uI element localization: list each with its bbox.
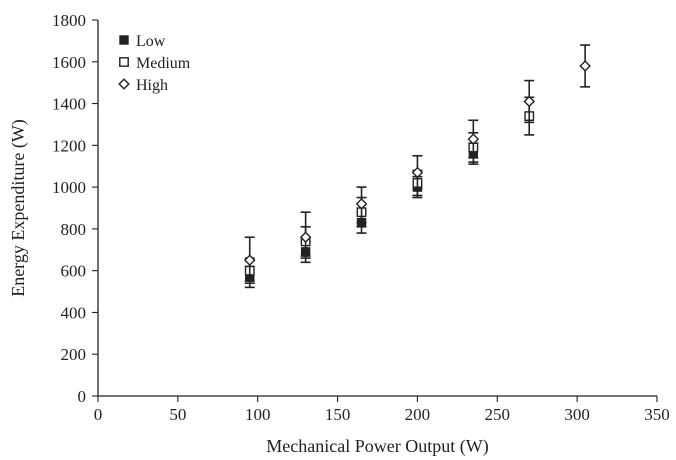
y-tick-label: 1400: [52, 95, 86, 114]
marker-high: [355, 198, 368, 210]
x-axis-ticks: 0 50 100 150 200 250 300 350: [94, 396, 670, 424]
y-tick-label: 1200: [52, 136, 86, 155]
x-tick-label: 300: [564, 405, 590, 424]
marker-high: [243, 254, 256, 267]
x-tick-label: 150: [325, 405, 351, 424]
x-tick-label: 100: [245, 405, 271, 424]
x-tick-label: 350: [644, 405, 670, 424]
marker-high: [467, 133, 480, 145]
y-tick-label: 1600: [52, 53, 86, 72]
y-tick-label: 800: [61, 220, 87, 239]
legend: Low Medium High: [118, 33, 191, 94]
marker-high: [411, 166, 424, 179]
marker-legend-low: [119, 35, 129, 45]
axes: [97, 20, 657, 397]
y-tick-label: 200: [61, 345, 87, 364]
y-axis-title: Energy Expenditure (W): [8, 119, 29, 297]
y-axis-ticks: 0 200 400 600 800 1000 1200 1400 1600 1800: [52, 11, 98, 406]
marker-legend-medium: [119, 57, 129, 67]
legend-label-medium: Medium: [136, 55, 191, 72]
data-series: [243, 44, 591, 289]
marker-high: [523, 95, 536, 108]
x-axis-title: Mechanical Power Output (W): [266, 436, 488, 457]
y-tick-label: 1800: [52, 11, 86, 30]
y-tick-label: 400: [61, 303, 87, 322]
y-tick-label: 0: [78, 387, 87, 406]
series-medium: [244, 96, 535, 285]
y-tick-label: 1000: [52, 178, 86, 197]
legend-label-low: Low: [136, 33, 166, 50]
y-tick-label: 600: [61, 262, 87, 281]
series-high: [243, 44, 591, 282]
x-tick-label: 0: [94, 405, 103, 424]
marker-legend-high: [118, 78, 130, 90]
marker-high: [299, 231, 312, 244]
x-tick-label: 50: [169, 405, 186, 424]
x-tick-label: 250: [485, 405, 511, 424]
x-tick-label: 200: [405, 405, 431, 424]
marker-high: [579, 60, 591, 72]
legend-label-high: High: [136, 77, 168, 94]
